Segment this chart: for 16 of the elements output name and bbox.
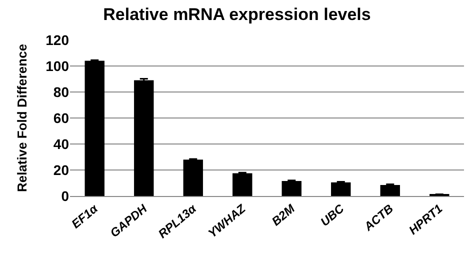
bar	[232, 173, 252, 196]
y-tick-label: 40	[53, 136, 70, 152]
bar	[331, 182, 351, 196]
y-axis-title: Relative Fold Difference	[14, 44, 30, 192]
y-tick-label: 0	[61, 188, 70, 204]
bar	[282, 181, 302, 196]
bar	[183, 160, 203, 196]
chart-title: Relative mRNA expression levels	[103, 4, 371, 24]
bar	[380, 184, 400, 196]
bar	[134, 80, 154, 196]
y-tick-label: 60	[53, 110, 70, 126]
y-tick-label: 120	[46, 32, 70, 48]
bar	[84, 60, 104, 196]
y-tick-label: 80	[53, 84, 70, 100]
y-tick-label: 20	[53, 162, 70, 178]
y-tick-label: 100	[46, 58, 70, 74]
